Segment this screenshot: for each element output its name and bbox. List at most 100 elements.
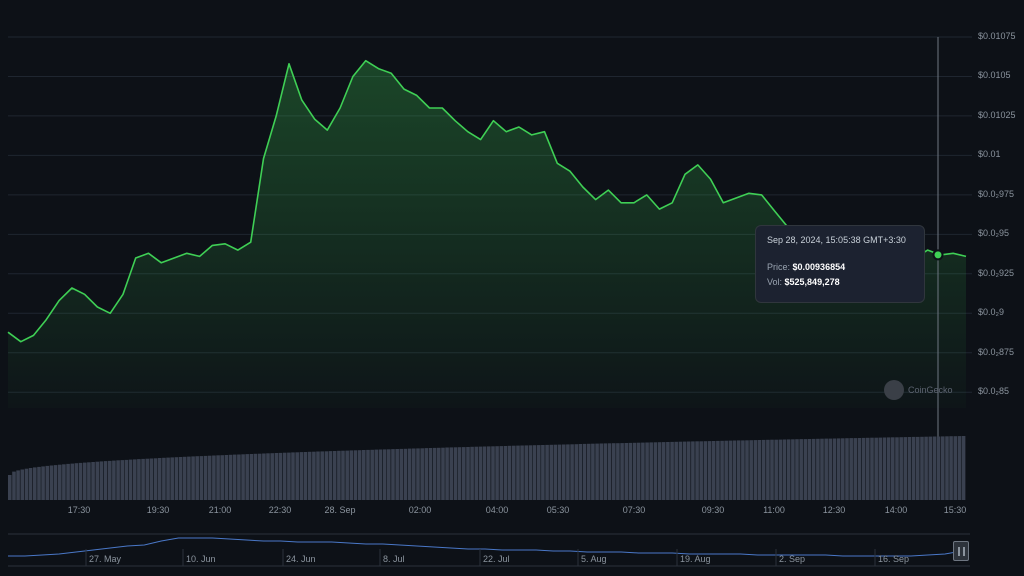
volume-bar xyxy=(453,447,458,500)
volume-bar xyxy=(245,454,249,500)
x-tick-label: 09:30 xyxy=(701,505,725,515)
volume-bar xyxy=(795,439,799,500)
volume-bar xyxy=(570,444,574,500)
volume-bar xyxy=(753,440,758,500)
volume-bar xyxy=(587,443,591,500)
volume-bar xyxy=(207,455,212,500)
volume-bar xyxy=(841,438,845,500)
volume-bar xyxy=(603,443,608,500)
volume-bar xyxy=(357,450,362,500)
volume-bar xyxy=(799,439,803,500)
volume-bar xyxy=(428,448,433,500)
volume-bar xyxy=(170,457,174,500)
price-area xyxy=(8,60,966,408)
volume-bar xyxy=(162,457,166,500)
volume-bar xyxy=(91,462,95,500)
volume-bar xyxy=(549,444,554,500)
volume-bar xyxy=(295,452,299,500)
volume-bar xyxy=(382,449,387,500)
volume-bar xyxy=(682,441,687,500)
volume-bar xyxy=(857,438,862,500)
volume-bar xyxy=(691,441,695,500)
volume-bar xyxy=(282,452,287,500)
volume-bar xyxy=(591,443,595,500)
x-tick-label: 11:00 xyxy=(763,505,785,515)
volume-bar xyxy=(574,444,579,500)
y-tick-label: $0.01 xyxy=(978,149,1001,160)
navigator-date-label: 19. Aug xyxy=(680,554,711,564)
volume-bar xyxy=(886,437,891,500)
volume-bar xyxy=(116,460,120,500)
y-tick-label: $0.0₂875 xyxy=(978,346,1015,357)
volume-bar xyxy=(674,441,678,500)
y-tick-label: $0.0₂975 xyxy=(978,188,1015,199)
volume-bar xyxy=(699,441,703,500)
volume-bar xyxy=(903,437,908,500)
volume-bar xyxy=(216,455,220,500)
volume-bar xyxy=(16,470,20,500)
volume-bar xyxy=(778,439,783,500)
navigator-range-handle[interactable] xyxy=(953,541,969,561)
volume-bar xyxy=(370,449,374,500)
volume-bar xyxy=(537,445,541,500)
volume-bar xyxy=(83,462,87,500)
volume-bar xyxy=(666,442,670,500)
volume-bar xyxy=(99,461,104,500)
volume-bar xyxy=(445,447,449,500)
volume-bar xyxy=(711,441,716,500)
volume-bar xyxy=(349,450,354,500)
volume-bar xyxy=(866,437,870,500)
volume-bar xyxy=(474,446,479,500)
volume-bar xyxy=(53,465,58,500)
volume-bar xyxy=(37,466,41,500)
volume-bar xyxy=(278,452,283,500)
volume-bar xyxy=(274,453,279,500)
volume-bar xyxy=(199,456,204,500)
volume-bar xyxy=(811,438,816,500)
volume-bar xyxy=(724,440,728,500)
volume-bar xyxy=(774,439,778,500)
volume-bar xyxy=(599,443,604,500)
volume-bar xyxy=(33,467,37,500)
volume-bar xyxy=(195,456,199,500)
volume-bar xyxy=(320,451,324,500)
volume-bar xyxy=(128,459,133,500)
volume-bar xyxy=(907,437,912,500)
tooltip-price-value: $0.00936854 xyxy=(792,262,846,272)
volume-bar xyxy=(920,436,924,500)
volume-bar xyxy=(291,452,295,500)
y-tick-label: $0.0₂85 xyxy=(978,386,1010,397)
volume-bar xyxy=(149,458,154,500)
coingecko-watermark: CoinGecko xyxy=(884,380,953,400)
volume-bar xyxy=(645,442,649,500)
volume-bar xyxy=(741,440,745,500)
volume-bar xyxy=(853,438,858,500)
volume-bar xyxy=(462,447,466,500)
volume-bar xyxy=(895,437,899,500)
volume-bar xyxy=(949,436,953,500)
x-tick-label: 17:30 xyxy=(67,505,91,515)
volume-bar xyxy=(470,446,474,500)
volume-bar xyxy=(770,439,774,500)
volume-bar xyxy=(412,448,416,500)
volume-bar xyxy=(78,462,83,500)
x-tick-label: 15:30 xyxy=(943,505,967,515)
x-tick-label: 07:30 xyxy=(622,505,646,515)
price-tooltip: Sep 28, 2024, 15:05:38 GMT+3:30 Price: $… xyxy=(755,225,925,303)
volume-bar xyxy=(187,456,191,500)
x-tick-label: 02:00 xyxy=(408,505,432,515)
volume-bar xyxy=(761,439,766,500)
x-tick-label: 05:30 xyxy=(546,505,570,515)
tooltip-volume-label: Vol: xyxy=(767,277,783,287)
volume-bar xyxy=(932,436,937,500)
volume-bar xyxy=(836,438,841,500)
volume-bar xyxy=(607,443,612,500)
volume-bar xyxy=(395,449,399,500)
volume-bar xyxy=(424,448,429,500)
volume-bar xyxy=(353,450,358,500)
volume-bar xyxy=(124,459,129,500)
volume-bar xyxy=(882,437,887,500)
navigator-date-label: 27. May xyxy=(89,554,122,564)
x-tick-label: 21:00 xyxy=(208,505,232,515)
